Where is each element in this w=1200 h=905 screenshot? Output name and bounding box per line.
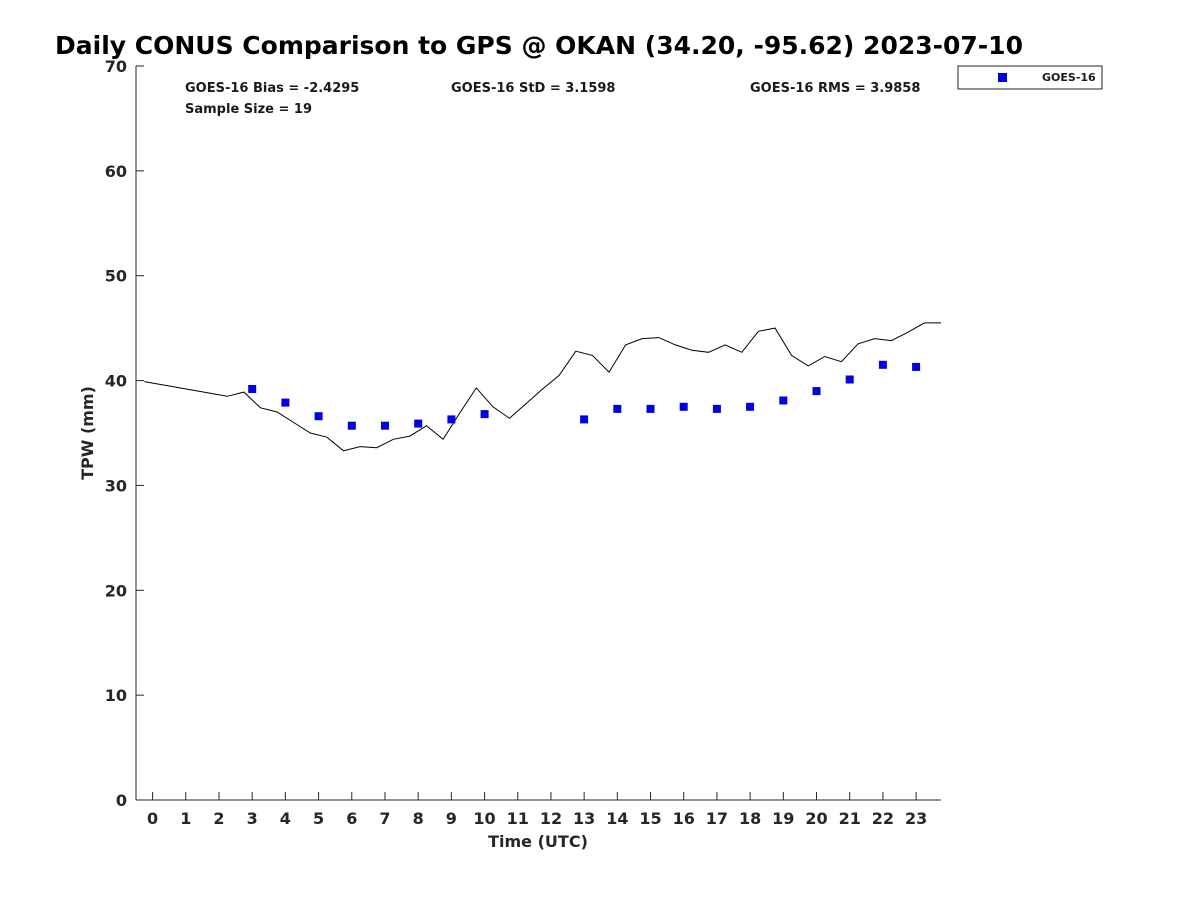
- x-tick-label-4: 4: [280, 809, 291, 828]
- goes-16-point: [314, 412, 323, 421]
- x-tick-label-15: 15: [639, 809, 661, 828]
- chart-title: Daily CONUS Comparison to GPS @ OKAN (34…: [55, 31, 1023, 60]
- legend: GOES-16: [957, 65, 1103, 90]
- goes-16-point: [845, 375, 854, 384]
- goes-16-point: [613, 404, 622, 413]
- y-tick-label-10: 10: [105, 686, 127, 705]
- goes-16-point: [746, 402, 755, 411]
- goes-16-point: [281, 398, 290, 407]
- gps-line-series: [144, 322, 941, 452]
- x-tick-label-20: 20: [805, 809, 827, 828]
- x-tick-label-14: 14: [606, 809, 628, 828]
- y-axis-label: TPW (mm): [78, 386, 97, 480]
- goes-16-point: [712, 404, 721, 413]
- goes-16-point: [878, 360, 887, 369]
- goes-16-point: [381, 421, 389, 430]
- gps-line: [144, 322, 941, 452]
- x-axis-label: Time (UTC): [488, 832, 588, 851]
- x-tick-label-12: 12: [540, 809, 562, 828]
- x-tick-label-11: 11: [507, 809, 529, 828]
- goes-16-points: [248, 360, 921, 430]
- goes-16-point: [248, 385, 257, 393]
- goes-16-point: [480, 410, 489, 419]
- rms-stat: GOES-16 RMS = 3.9858: [750, 81, 920, 96]
- y-tick-label-60: 60: [105, 162, 127, 181]
- goes-16-point: [812, 387, 821, 396]
- goes-16-point: [912, 362, 921, 371]
- x-tick-label-9: 9: [446, 809, 457, 828]
- x-ticks: 0 1 2 3 4 5 6 7 8 9 10 11 12 13 14 15 16 17 18 19 20 21 22 23: [147, 792, 927, 828]
- x-tick-label-19: 19: [772, 809, 794, 828]
- goes-16-point: [646, 404, 655, 413]
- legend-box: [957, 65, 1103, 90]
- x-tick-label-7: 7: [379, 809, 390, 828]
- y-tick-label-70: 70: [105, 57, 127, 76]
- goes-16-point: [447, 415, 456, 424]
- legend-marker: [998, 73, 1007, 82]
- x-tick-label-6: 6: [346, 809, 357, 828]
- y-ticks: 0 10 20 30 40 50 60 70: [105, 57, 144, 810]
- goes-16-point: [580, 415, 589, 424]
- x-tick-label-2: 2: [213, 809, 224, 828]
- y-tick-label-20: 20: [105, 581, 127, 600]
- goes-16-point: [679, 402, 688, 411]
- x-tick-label-17: 17: [706, 809, 728, 828]
- x-tick-label-21: 21: [839, 809, 861, 828]
- x-tick-label-3: 3: [247, 809, 258, 828]
- x-tick-label-18: 18: [739, 809, 761, 828]
- bias-stat: GOES-16 Bias = -2.4295: [185, 81, 359, 96]
- goes-16-point: [779, 396, 788, 405]
- goes-16-point: [347, 421, 356, 430]
- x-tick-label-10: 10: [473, 809, 495, 828]
- legend-label: GOES-16: [1042, 71, 1096, 84]
- y-tick-label-50: 50: [105, 267, 127, 286]
- x-tick-label-22: 22: [872, 809, 894, 828]
- x-tick-label-5: 5: [313, 809, 324, 828]
- std-stat: GOES-16 StD = 3.1598: [451, 81, 615, 96]
- x-tick-label-1: 1: [180, 809, 191, 828]
- x-tick-label-8: 8: [413, 809, 424, 828]
- y-tick-label-30: 30: [105, 476, 127, 495]
- x-tick-label-13: 13: [573, 809, 595, 828]
- sample-size-stat: Sample Size = 19: [185, 102, 312, 117]
- y-tick-label-40: 40: [105, 372, 127, 391]
- x-tick-label-23: 23: [905, 809, 927, 828]
- y-tick-label-0: 0: [116, 791, 127, 810]
- x-tick-label-16: 16: [673, 809, 695, 828]
- goes-16-point: [414, 419, 423, 428]
- x-tick-label-0: 0: [147, 809, 158, 828]
- plot-area: [135, 66, 941, 801]
